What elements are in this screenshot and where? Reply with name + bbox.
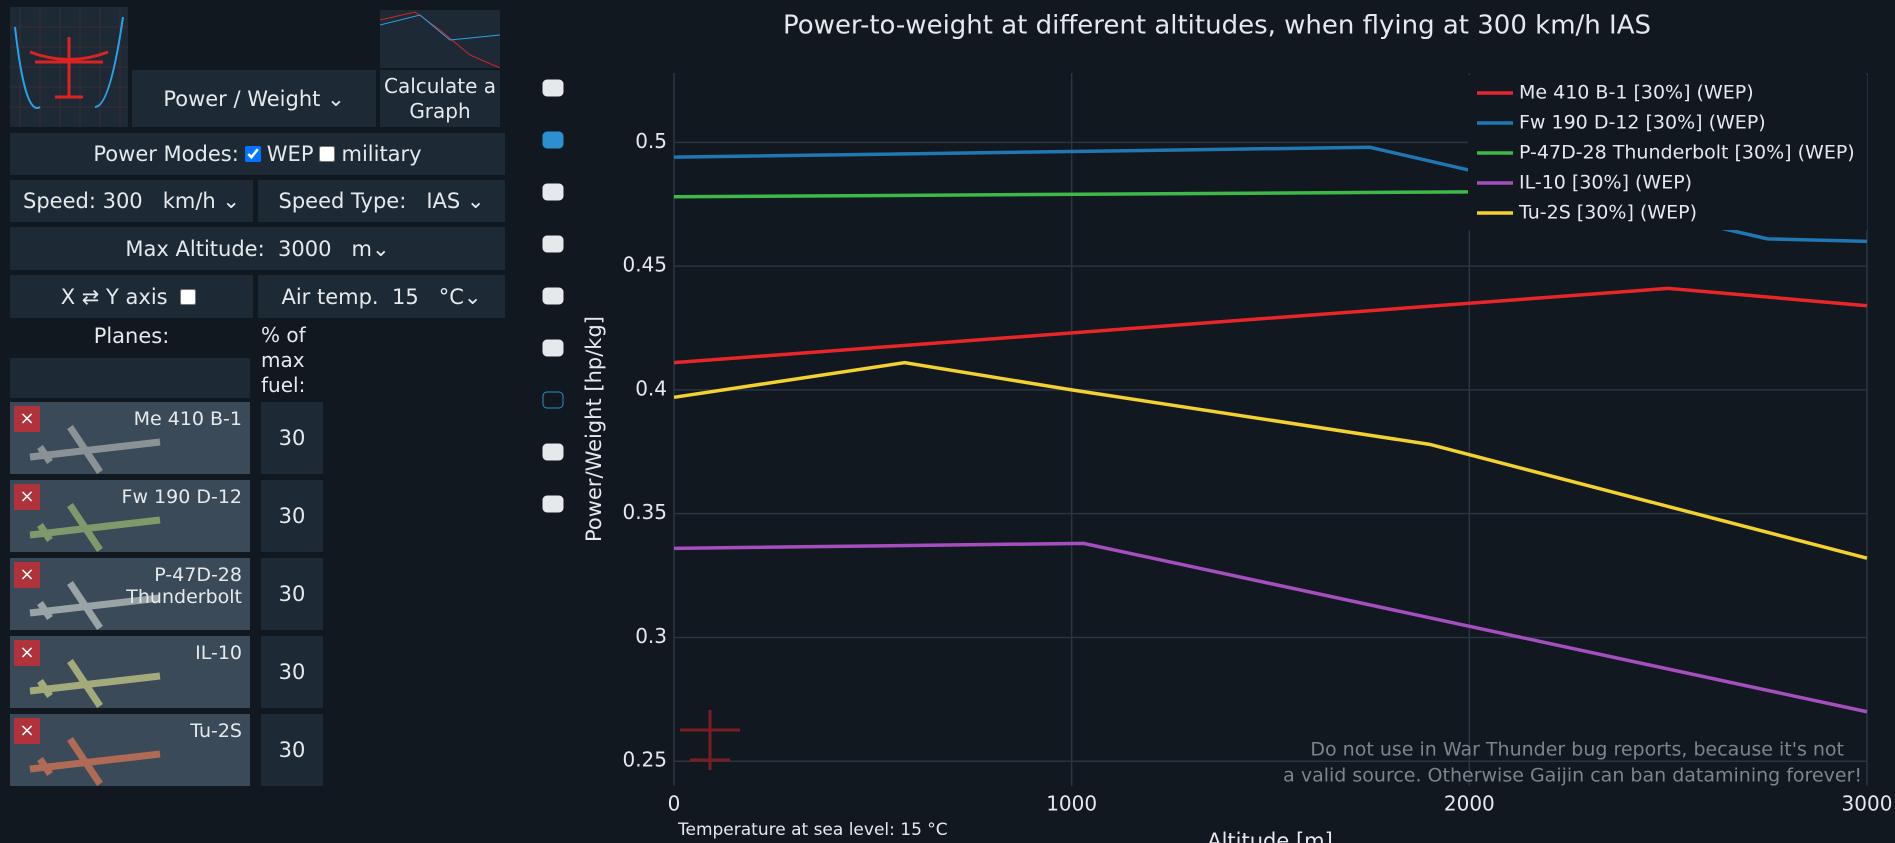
remove-button[interactable]: ×	[14, 406, 40, 432]
y-tick-label: 0.5	[635, 129, 667, 153]
fuel-input[interactable]: 30	[261, 558, 323, 630]
toolbar-icon	[542, 339, 564, 357]
plane-card[interactable]: × Me 410 B-1	[10, 402, 250, 474]
military-checkbox[interactable]	[319, 146, 336, 162]
speed-type-row: Speed Type: IAS ⌄	[258, 180, 505, 222]
remove-button[interactable]: ×	[14, 484, 40, 510]
calculate-button[interactable]: Calculate a Graph	[380, 70, 500, 127]
watermark-logo	[680, 710, 740, 770]
toolbar-icon	[542, 235, 564, 253]
series-line	[673, 360, 1868, 560]
x-tick-label: 2000	[1444, 792, 1495, 816]
label: Power Modes:	[93, 142, 239, 166]
label: military	[341, 142, 422, 166]
toolbar-icon	[542, 443, 564, 461]
plane-card[interactable]: × IL-10	[10, 636, 250, 708]
axis-swap-row: X ⇄ Y axis	[10, 275, 253, 318]
remove-button[interactable]: ×	[14, 640, 40, 666]
y-tick-label: 0.35	[622, 500, 667, 524]
fuel-input[interactable]: 30	[261, 402, 323, 474]
metric-select[interactable]: Power / Weight ⌄	[132, 70, 376, 127]
chart-title: Power-to-weight at different altitudes, …	[783, 11, 1651, 41]
watermark-text: Do not use in War Thunder bug reports, b…	[1310, 739, 1844, 761]
remove-button[interactable]: ×	[14, 562, 40, 588]
plane-search[interactable]	[10, 358, 250, 398]
temp-input[interactable]: 15	[391, 284, 419, 309]
y-tick-label: 0.3	[635, 624, 667, 648]
x-axis-label: Altitude [m]	[1207, 829, 1333, 843]
label: Speed Type:	[278, 189, 407, 213]
x-tick-label: 3000	[1842, 792, 1893, 816]
label: Speed:	[22, 189, 96, 213]
temp-unit-select[interactable]: °C	[438, 284, 464, 309]
legend-label: IL-10 [30%] (WEP)	[1519, 172, 1692, 194]
speed-input[interactable]: 300	[102, 189, 143, 213]
y-tick-label: 0.4	[635, 376, 667, 400]
fuel-input[interactable]: 30	[261, 714, 323, 786]
toolbar-icon	[542, 495, 564, 513]
plane-name: IL-10	[195, 642, 242, 664]
legend-box	[1468, 75, 1867, 230]
calculate-text: Calculate a Graph	[383, 73, 497, 123]
label: WEP	[266, 142, 314, 166]
power-modes-row: Power Modes: WEP military	[10, 133, 505, 175]
axis-swap-checkbox[interactable]	[180, 288, 197, 305]
label: X ⇄ Y axis	[60, 284, 168, 309]
legend-label: Fw 190 D-12 [30%] (WEP)	[1519, 112, 1766, 134]
plane-image	[29, 581, 161, 630]
legend-label: P-47D-28 Thunderbolt [30%] (WEP)	[1519, 142, 1855, 164]
air-temp-row: Air temp. 15 °C ⌄	[258, 275, 505, 318]
speed-unit-select[interactable]: km/h	[162, 189, 216, 213]
fuel-input[interactable]: 30	[261, 636, 323, 708]
fuel-label: % of max fuel:	[261, 323, 306, 397]
speed-type-select[interactable]: IAS	[426, 189, 461, 213]
watermark-text: a valid source. Otherwise Gaijin can ban…	[1283, 765, 1862, 787]
plane-card[interactable]: × Tu-2S	[10, 714, 250, 786]
series-line	[673, 145, 1868, 244]
fuel-input[interactable]: 30	[261, 480, 323, 552]
toolbar-icon	[542, 131, 564, 149]
metric-text: Power / Weight	[163, 86, 321, 111]
plane-name: P-47D-28 Thunderbolt	[126, 564, 242, 608]
toolbar-icon	[542, 391, 564, 409]
y-tick-label: 0.45	[622, 253, 667, 277]
altitude-row: Max Altitude: 3000 m ⌄	[10, 227, 505, 270]
altitude-unit-select[interactable]: m	[351, 236, 372, 261]
plane-image	[29, 659, 161, 708]
planes-label: Planes:	[93, 324, 170, 348]
plane-image	[29, 737, 161, 786]
wep-checkbox[interactable]	[244, 146, 261, 162]
label: Air temp.	[281, 284, 379, 309]
y-tick-label: 0.25	[622, 748, 667, 772]
plane-name: Tu-2S	[190, 720, 242, 742]
toolbar-icon	[542, 287, 564, 305]
series-line	[673, 541, 1868, 714]
label: Max Altitude:	[125, 236, 265, 261]
series-line	[673, 190, 1470, 199]
temperature-note: Temperature at sea level: 15 °C	[677, 820, 948, 840]
x-tick-label: 1000	[1046, 792, 1097, 816]
legend-label: Tu-2S [30%] (WEP)	[1518, 202, 1697, 224]
legend-label: Me 410 B-1 [30%] (WEP)	[1519, 82, 1754, 104]
speed-row: Speed: 300 km/h ⌄	[10, 180, 253, 222]
logo	[10, 7, 128, 127]
y-axis-label: Power/Weight [hp/kg]	[582, 316, 606, 542]
remove-button[interactable]: ×	[14, 718, 40, 744]
toolbar-icon	[542, 183, 564, 201]
series-line	[673, 286, 1868, 365]
toolbar-icon	[542, 79, 564, 97]
plane-name: Me 410 B-1	[133, 408, 242, 430]
plane-name: Fw 190 D-12	[121, 486, 242, 508]
plane-image	[29, 503, 161, 552]
altitude-input[interactable]: 3000	[278, 236, 332, 261]
plane-card[interactable]: × P-47D-28 Thunderbolt	[10, 558, 250, 630]
mini-graph	[380, 10, 500, 68]
x-tick-label: 0	[668, 792, 681, 816]
plane-image	[29, 425, 161, 474]
plane-card[interactable]: × Fw 190 D-12	[10, 480, 250, 552]
